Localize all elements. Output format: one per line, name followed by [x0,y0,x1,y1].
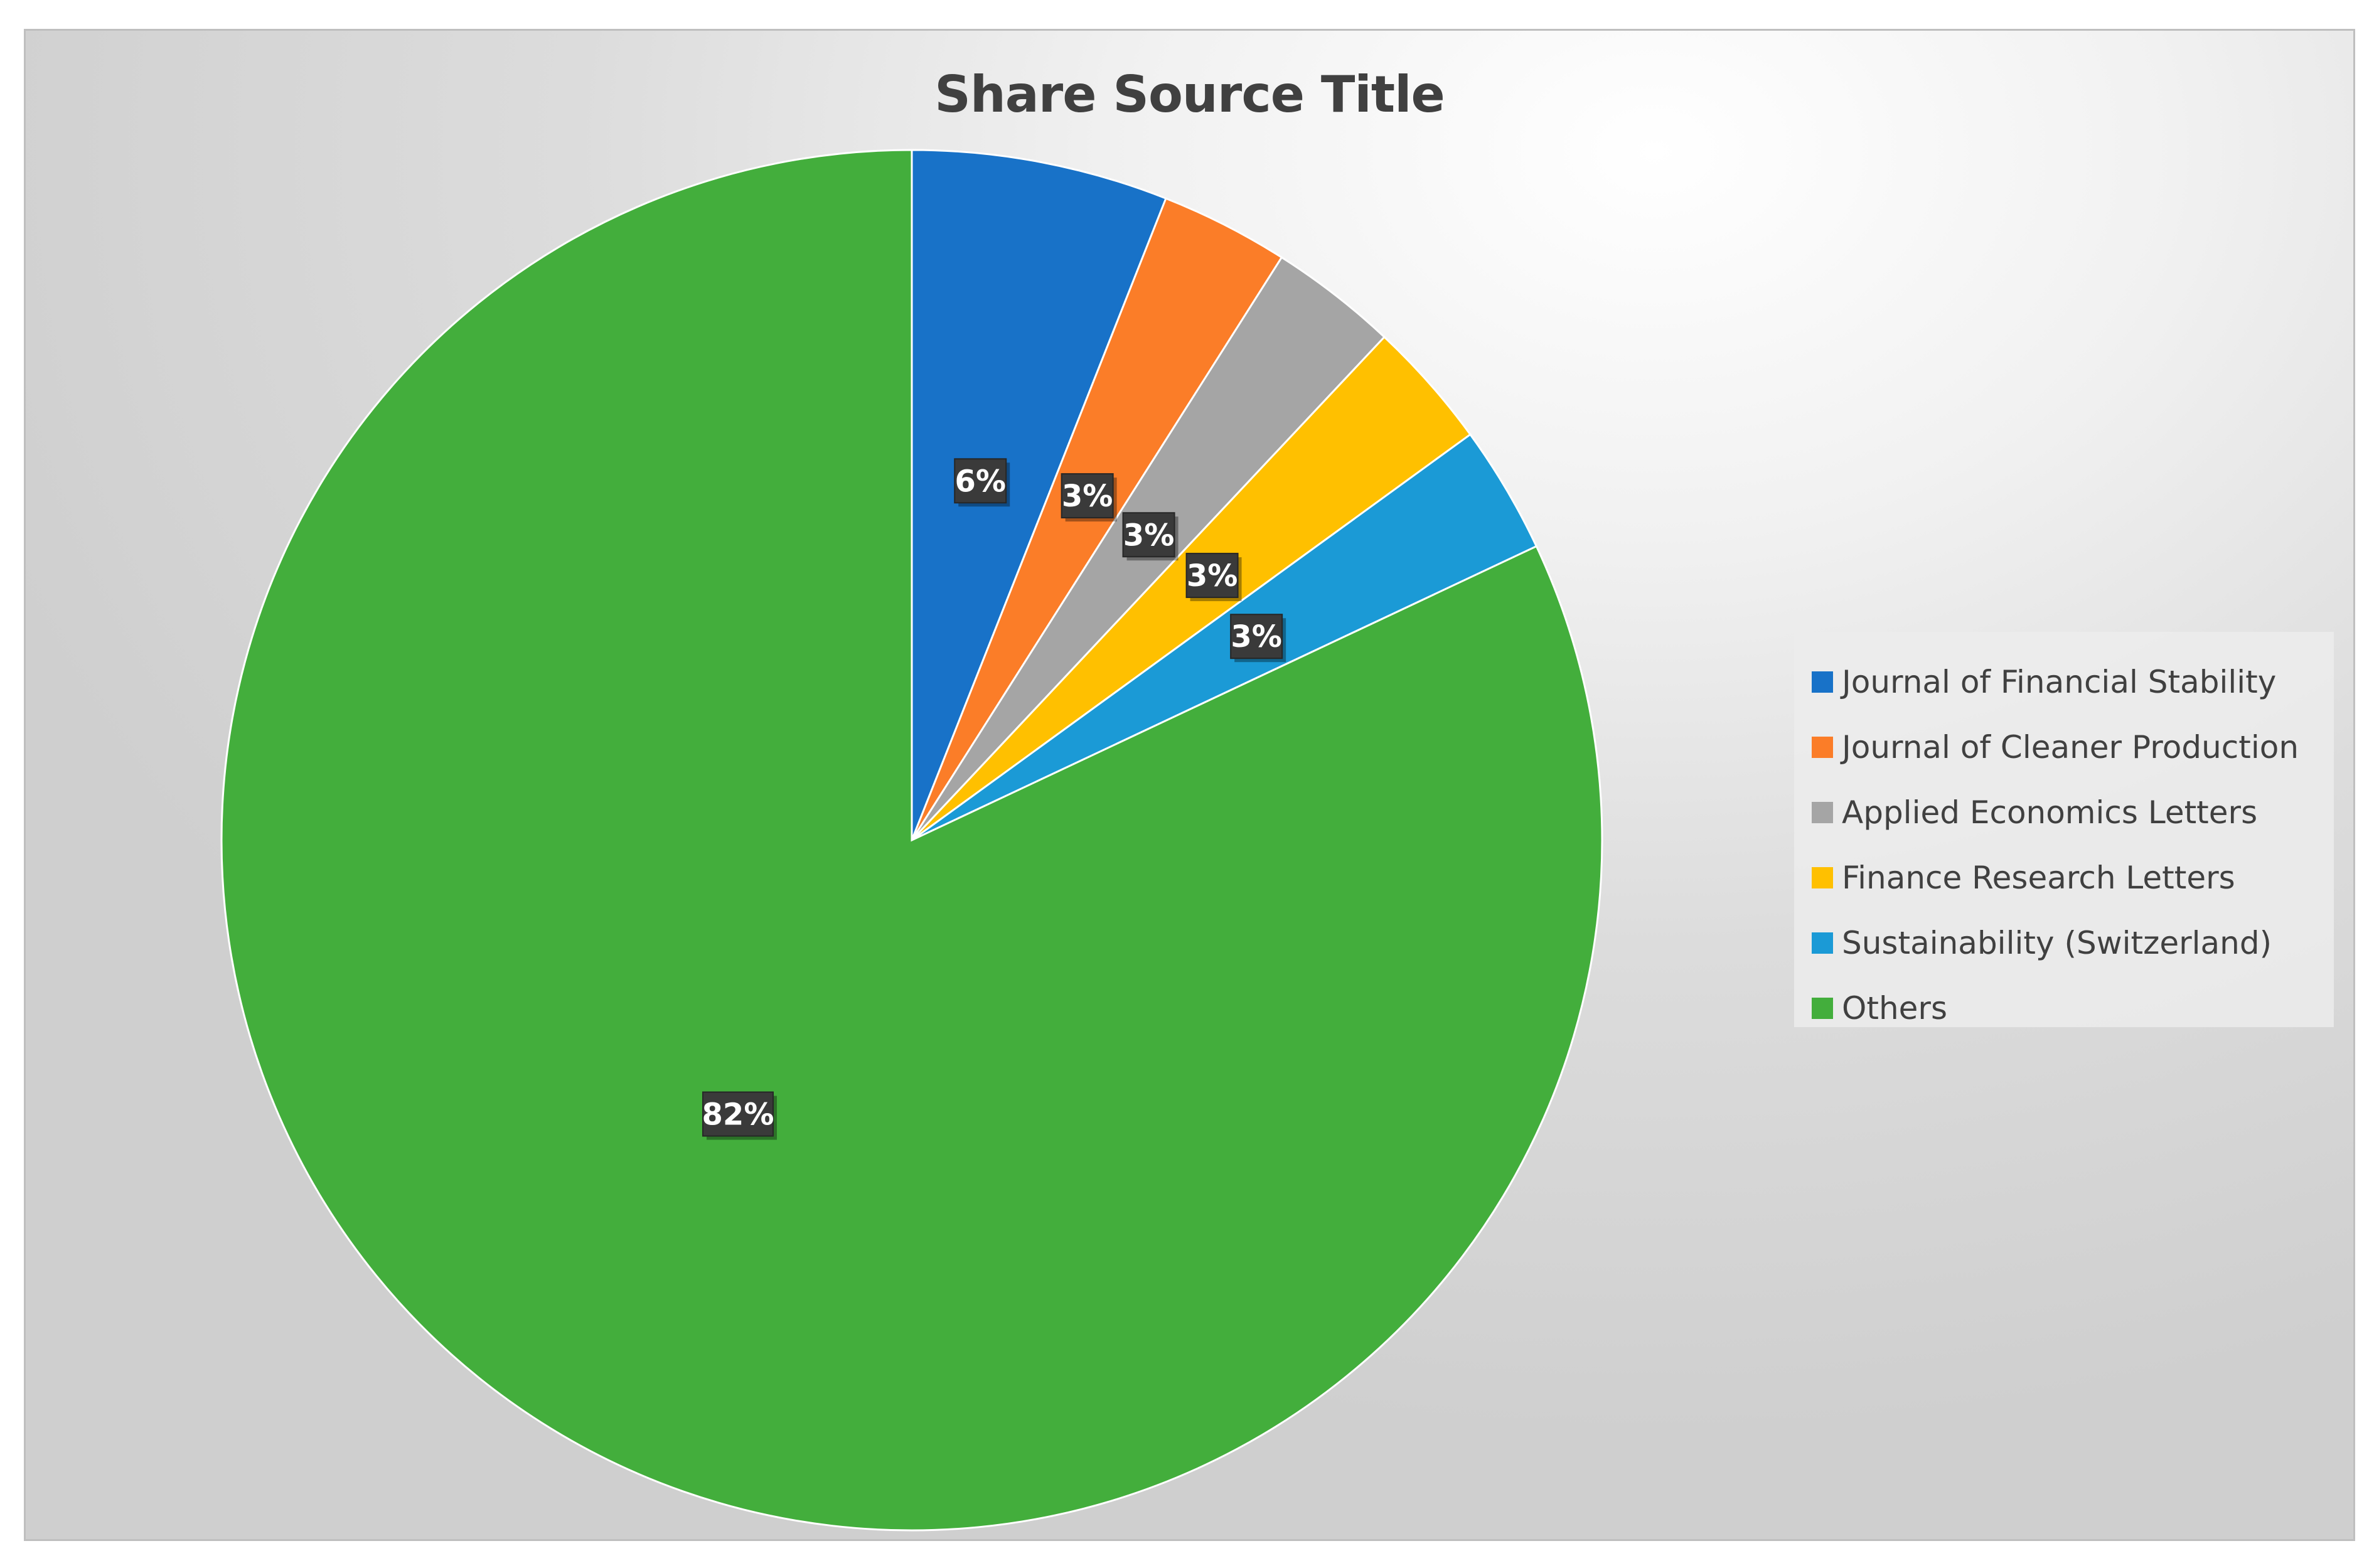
svg-text:82%: 82% [702,1097,774,1133]
legend-swatch [1812,802,1833,823]
legend-label: Sustainability (Switzerland) [1842,925,2272,961]
legend-item-applied-economics-letters: Applied Economics Letters [1812,780,2334,845]
legend: Journal of Financial Stability Journal of… [1794,632,2334,1027]
legend-label: Journal of Financial Stability [1842,664,2277,700]
legend-label: Finance Research Letters [1842,860,2235,896]
legend-label: Applied Economics Letters [1842,794,2258,831]
legend-label: Journal of Cleaner Production [1842,729,2299,765]
legend-item-journal-of-financial-stability: Journal of Financial Stability [1812,649,2334,715]
pie-slice-others [220,149,1603,1532]
svg-text:6%: 6% [954,464,1006,499]
legend-item-finance-research-letters: Finance Research Letters [1812,845,2334,910]
legend-swatch [1812,737,1833,758]
data-label-journal-of-cleaner-production: 3% [1061,473,1117,522]
svg-text:3%: 3% [1123,518,1175,553]
data-label-others: 82% [702,1091,777,1140]
pie-chart: 6% 3% 3% 3% 3% 82% [220,149,1603,1532]
pie-slice-journal-of-financial-stability [911,149,1167,841]
legend-swatch [1812,867,1833,888]
legend-item-others: Others [1812,976,2334,1041]
svg-text:3%: 3% [1062,479,1113,514]
legend-swatch [1812,932,1833,954]
chart-area: Share Source Title 6% 3% 3% 3% 3% 82% Journal… [24,29,2355,1541]
svg-text:3%: 3% [1231,619,1282,654]
legend-item-journal-of-cleaner-production: Journal of Cleaner Production [1812,715,2334,780]
svg-text:3%: 3% [1187,558,1238,594]
chart-title: Share Source Title [934,65,1445,124]
legend-swatch [1812,998,1833,1019]
data-label-finance-research-letters: 3% [1185,553,1242,602]
legend-item-sustainability-switzerland: Sustainability (Switzerland) [1812,910,2334,976]
legend-swatch [1812,671,1833,693]
data-label-sustainability-switzerland: 3% [1230,614,1286,663]
legend-label: Others [1842,990,1948,1027]
data-label-journal-of-financial-stability: 6% [954,458,1010,507]
data-label-applied-economics-letters: 3% [1122,512,1179,561]
